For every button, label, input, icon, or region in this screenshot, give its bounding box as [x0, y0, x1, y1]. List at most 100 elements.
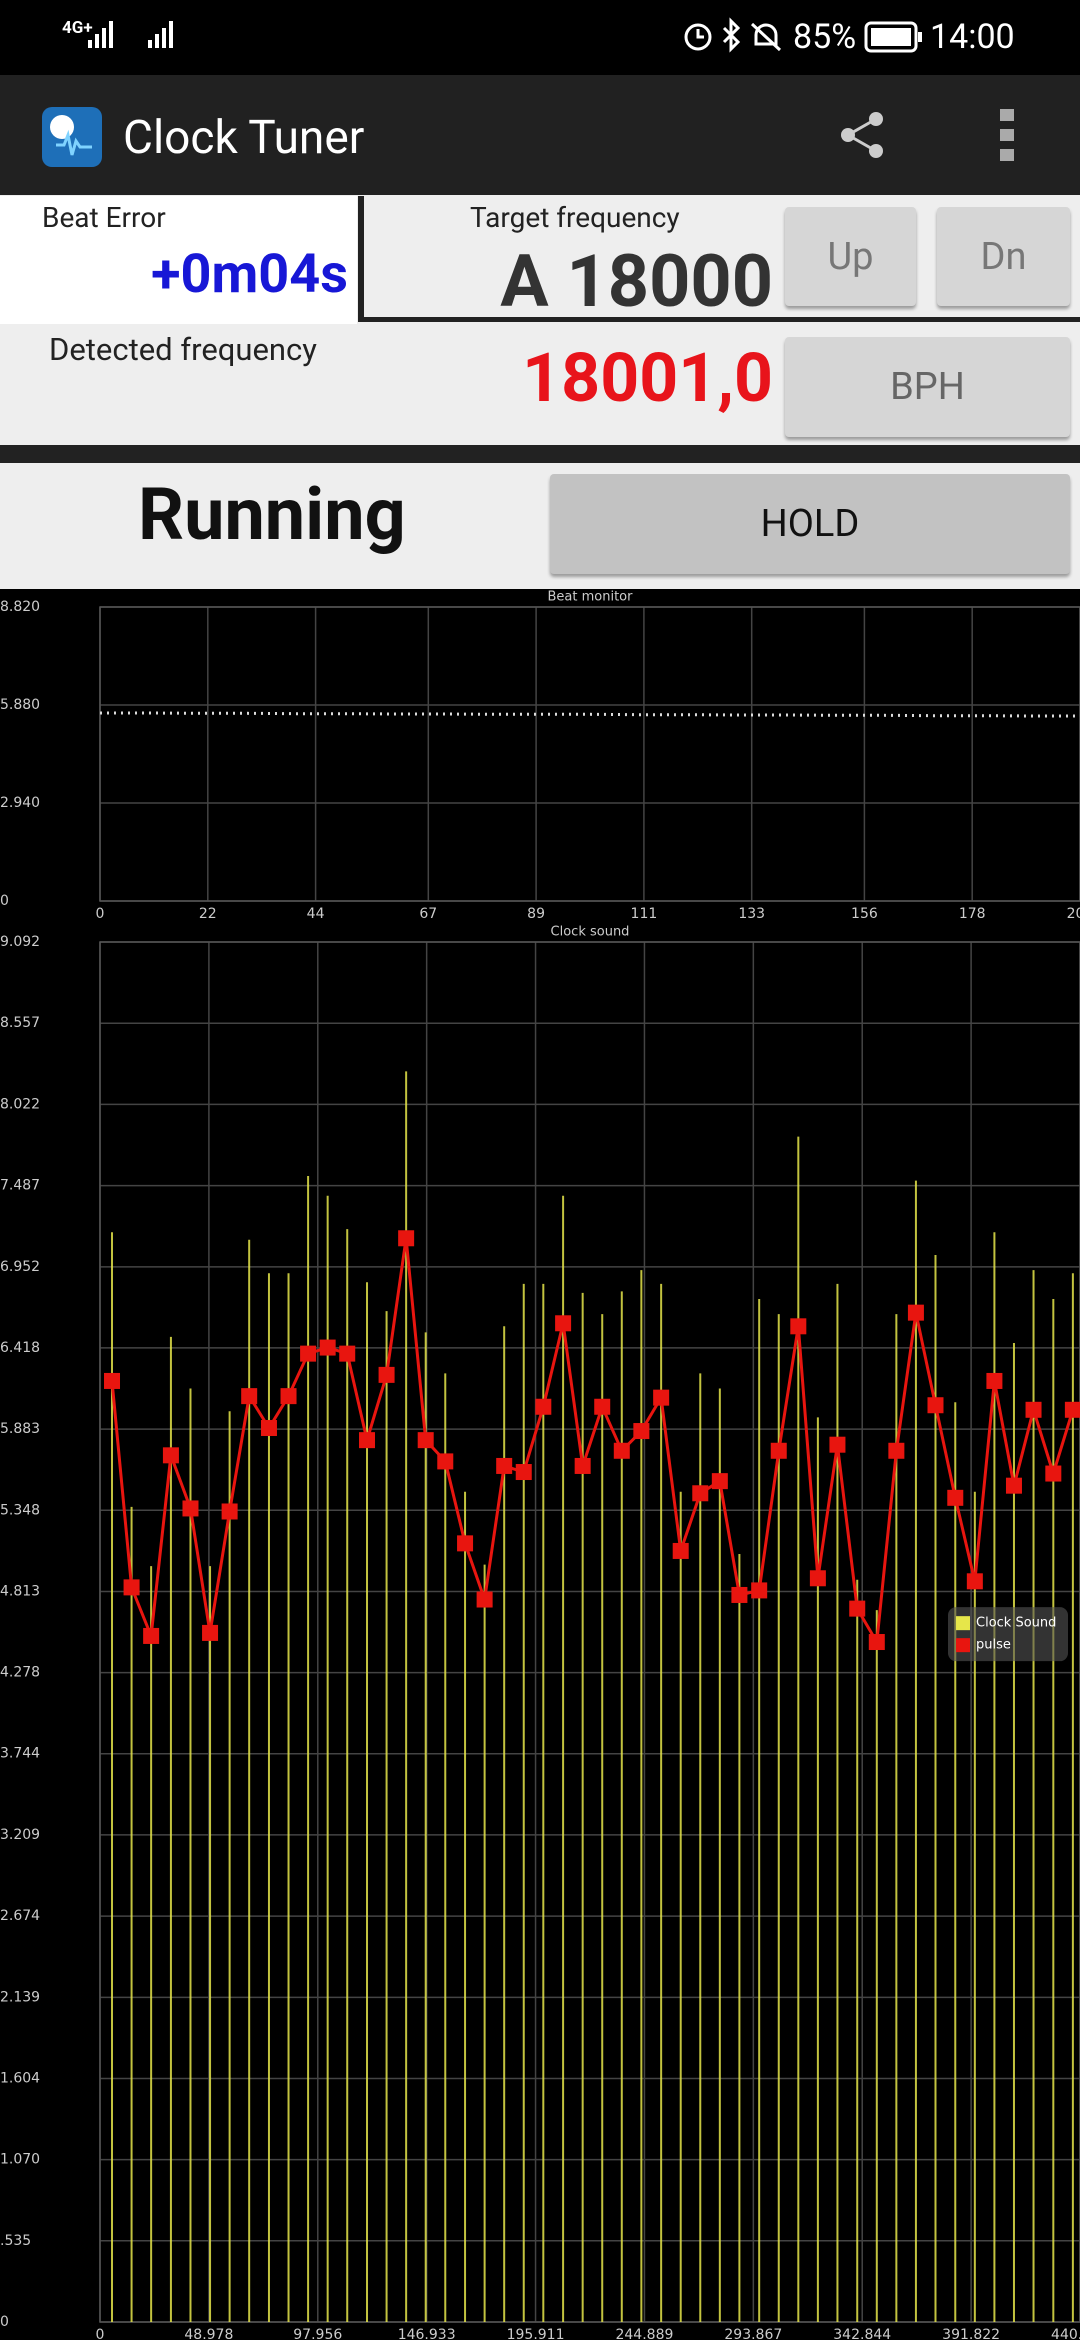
pulse-marker — [653, 1389, 670, 1406]
pulse-marker — [143, 1627, 160, 1644]
pulse-marker — [182, 1500, 199, 1517]
x-tick-label: 440.800 — [1051, 2327, 1080, 2340]
beat-error-value: +0m04s — [151, 243, 348, 306]
y-tick-label: 9.092 — [0, 934, 40, 950]
pulse-marker — [633, 1423, 650, 1440]
pulse-marker — [927, 1397, 944, 1414]
bph-button[interactable]: BPH — [785, 337, 1070, 437]
x-tick-label: 0 — [96, 2327, 105, 2340]
pulse-marker — [378, 1366, 395, 1383]
beat-error-box: Beat Error +0m04s — [0, 196, 357, 324]
y-tick-label: 2.940 — [0, 795, 40, 811]
hold-button[interactable]: HOLD — [550, 474, 1070, 574]
legend-swatch — [956, 1638, 970, 1653]
y-tick-label: 7.487 — [0, 1178, 40, 1194]
pulse-marker — [711, 1473, 728, 1490]
y-tick-label: 1.070 — [0, 2152, 40, 2168]
y-tick-label: 8.557 — [0, 1015, 40, 1031]
pulse-marker — [162, 1447, 179, 1464]
x-tick-label: 146.933 — [398, 2327, 456, 2340]
pulse-marker — [476, 1591, 493, 1608]
app-icon — [42, 107, 102, 167]
clock: 14:00 — [930, 17, 1015, 57]
pulse-marker — [947, 1489, 964, 1506]
pulse-marker — [966, 1573, 983, 1590]
y-tick-label: 2.674 — [0, 1908, 40, 1924]
pulse-marker — [1045, 1465, 1062, 1482]
pulse-marker — [751, 1582, 768, 1599]
target-value: A 18000 — [500, 239, 773, 324]
pulse-marker — [437, 1453, 454, 1470]
plot-frame — [99, 941, 1080, 2323]
pulse-marker — [359, 1432, 376, 1449]
pulse-marker — [104, 1372, 121, 1389]
pulse-marker — [692, 1485, 709, 1502]
beat-error-label: Beat Error — [42, 201, 166, 234]
menu-button[interactable] — [998, 107, 1018, 163]
pulse-marker — [339, 1345, 356, 1362]
status-icons — [684, 17, 782, 53]
legend-box — [948, 1607, 1068, 1662]
y-tick-label: 3.744 — [0, 1746, 40, 1762]
pulse-marker — [1025, 1401, 1042, 1418]
pulse-marker — [202, 1624, 219, 1641]
pulse-marker — [398, 1230, 415, 1247]
charts: Beat monitor 0 2.940 5.880 8.820 0 22 44 67 89 111… — [0, 590, 1080, 2340]
y-tick-label: 5.348 — [0, 1502, 40, 1518]
signal-icons — [88, 21, 173, 48]
pulse-marker — [123, 1579, 140, 1596]
x-tick-label: 0 — [96, 906, 105, 922]
y-tick-label: 0 — [0, 893, 9, 909]
pulse-marker — [888, 1442, 905, 1459]
x-tick-label: 342.844 — [833, 2327, 891, 2340]
y-tick-label: .535 — [0, 2233, 31, 2249]
pulse-line — [110, 1238, 1075, 1647]
y-tick-label: 3.209 — [0, 1827, 40, 1843]
legend-swatch — [956, 1616, 970, 1631]
x-tick-label: 133 — [738, 906, 765, 922]
separator — [0, 445, 1080, 463]
pulse-marker — [555, 1315, 572, 1332]
pulse-marker — [731, 1586, 748, 1603]
y-tick-label: 5.883 — [0, 1421, 40, 1437]
share-button[interactable] — [838, 110, 888, 160]
y-tick-label: 4.813 — [0, 1583, 40, 1599]
detected-value: 18001,0 — [522, 338, 773, 418]
x-tick-label: 244.889 — [615, 2327, 673, 2340]
pulse-marker — [319, 1339, 336, 1356]
pulse-marker — [790, 1318, 807, 1335]
pulse-marker — [574, 1457, 591, 1474]
pulse-marker — [221, 1503, 238, 1520]
down-button[interactable]: Dn — [937, 207, 1070, 306]
pulse-marker — [300, 1345, 317, 1362]
x-tick-label: 195.911 — [507, 2327, 565, 2340]
pulse-marker — [496, 1457, 513, 1474]
up-button[interactable]: Up — [785, 207, 916, 306]
pulse-marker — [515, 1464, 532, 1481]
pulse-marker — [241, 1388, 258, 1405]
detected-label: Detected frequency — [49, 331, 317, 368]
pulse-marker — [868, 1634, 885, 1651]
pulse-marker — [260, 1420, 277, 1437]
chart-title: Beat monitor — [548, 590, 634, 605]
pulse-marker — [829, 1436, 846, 1453]
battery-icon — [864, 21, 922, 53]
pulse-marker — [417, 1432, 434, 1449]
x-tick-label: 156 — [851, 906, 878, 922]
pulse-marker — [535, 1398, 552, 1415]
pulse-marker — [1005, 1477, 1022, 1494]
y-tick-label: 6.952 — [0, 1259, 40, 1275]
network-type: 4G+ — [62, 18, 93, 38]
legend-label: pulse — [976, 1638, 1011, 1653]
y-tick-label: 4.278 — [0, 1665, 40, 1681]
legend-label: Clock Sound — [976, 1616, 1056, 1631]
plot-frame — [99, 606, 1080, 902]
y-tick-label: 5.880 — [0, 697, 40, 713]
y-tick-label: 6.418 — [0, 1340, 40, 1356]
y-tick-label: 0 — [0, 2314, 9, 2330]
x-tick-label: 97.956 — [293, 2327, 342, 2340]
run-state: Running — [138, 472, 406, 557]
x-tick-label: 89 — [527, 906, 545, 922]
x-tick-label: 293.867 — [724, 2327, 782, 2340]
